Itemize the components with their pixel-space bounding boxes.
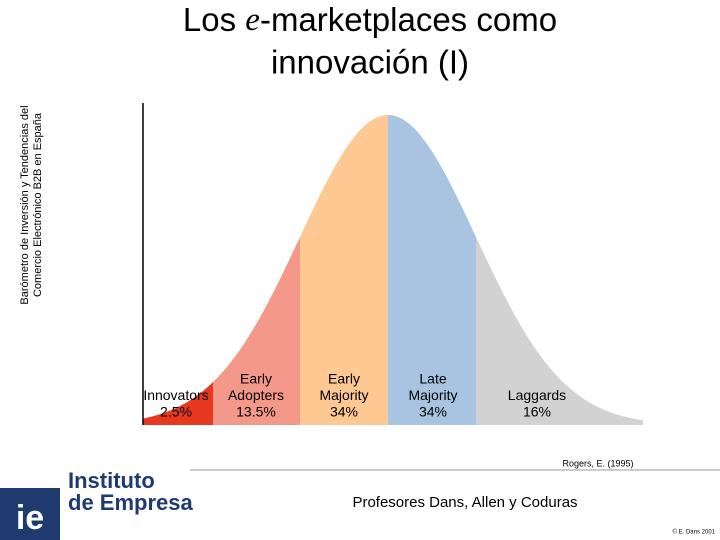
logo-text: Instituto: [68, 468, 155, 493]
segment-name: Majority: [408, 387, 457, 403]
side-note: Barómetro de Inversión y Tendencias del …: [19, 105, 44, 304]
title-emph: e: [245, 2, 260, 38]
bell-curve: [143, 115, 643, 425]
segment-name: Early: [240, 371, 272, 387]
segment-name: Majority: [319, 387, 368, 403]
title-rest: -marketplaces como: [260, 1, 557, 38]
segment-area: [300, 115, 388, 425]
segment-share: 34%: [419, 404, 447, 420]
title-line-1: Los e-marketplaces como: [183, 1, 557, 38]
segment-name: Innovators: [143, 387, 208, 403]
segment-name: Adopters: [228, 387, 284, 403]
side-note-line: Comercio Electrónico B2B en España: [32, 112, 44, 297]
segment-area: [476, 237, 643, 425]
segment-area: [143, 382, 213, 425]
segment-name: Laggards: [508, 387, 566, 403]
logo-text: de Empresa: [68, 490, 193, 515]
segment-share: 2.5%: [160, 404, 192, 420]
logo-mark: ie: [16, 499, 44, 537]
copyright: © E. Dans 2001: [673, 529, 716, 536]
segment-area: [213, 237, 300, 425]
segment-name: Early: [328, 371, 360, 387]
citation: Rogers, E. (1995): [562, 458, 633, 468]
segment-area: [388, 115, 476, 425]
segment-share: 34%: [330, 404, 358, 420]
side-note-line: Barómetro de Inversión y Tendencias del: [19, 105, 31, 304]
segment-share: 16%: [523, 404, 551, 420]
title-prefix: Los: [183, 1, 245, 38]
segment-labels: Innovators2.5%EarlyAdopters13.5%EarlyMaj…: [143, 371, 566, 420]
logo-box: [0, 488, 60, 540]
title-line-2: innovación (I): [271, 44, 469, 81]
segment-share: 13.5%: [236, 404, 276, 420]
segment-name: Late: [419, 371, 446, 387]
authors: Profesores Dans, Allen y Coduras: [352, 494, 577, 511]
